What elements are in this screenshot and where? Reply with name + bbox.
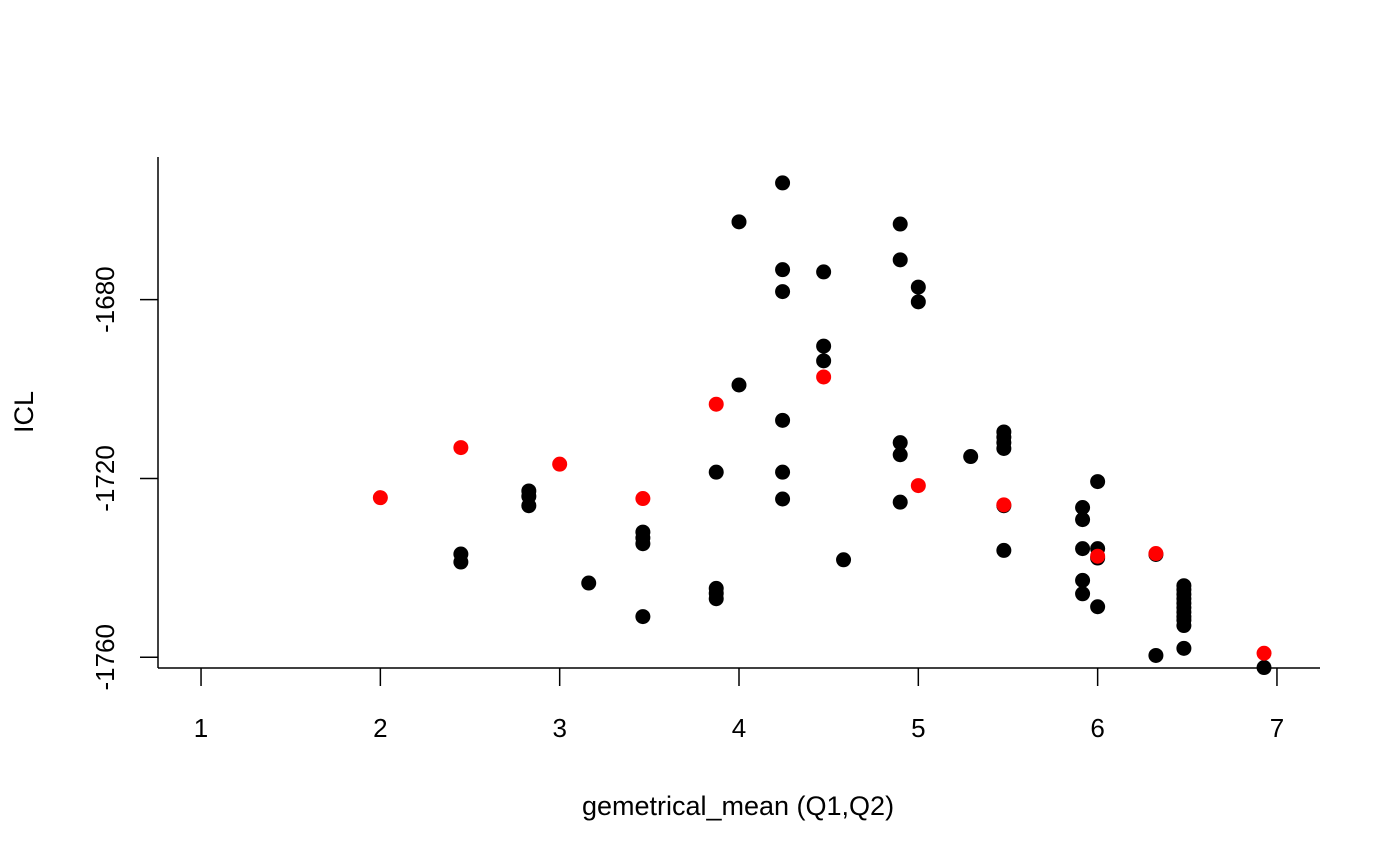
data-point-black [963, 449, 979, 465]
data-point-red [453, 440, 469, 456]
data-point-black [635, 536, 651, 552]
data-point-black [731, 214, 747, 230]
data-point-black [581, 575, 597, 591]
data-point-black [521, 498, 537, 514]
data-point-red [372, 490, 388, 506]
data-point-black [775, 284, 791, 300]
x-tick-label: 5 [911, 713, 925, 743]
data-point-black [1090, 474, 1106, 490]
data-point-black [731, 377, 747, 393]
data-point-black [1075, 572, 1091, 588]
data-point-black [836, 552, 852, 568]
data-point-black [708, 464, 724, 480]
data-point-black [775, 464, 791, 480]
data-point-black [996, 542, 1012, 558]
data-point-black [1075, 512, 1091, 528]
x-tick-label: 7 [1270, 713, 1284, 743]
data-point-black [816, 338, 832, 354]
data-point-red [1148, 546, 1164, 562]
data-point-black [816, 353, 832, 369]
data-point-red [708, 396, 724, 412]
data-point-red [1090, 548, 1106, 564]
points-layer [372, 175, 1272, 676]
data-point-black [1176, 640, 1192, 656]
x-tick-label: 2 [373, 713, 387, 743]
data-point-black [775, 262, 791, 278]
data-point-black [775, 491, 791, 507]
y-axis-title: ICL [9, 391, 39, 433]
data-point-black [453, 554, 469, 570]
data-point-black [910, 294, 926, 310]
data-point-red [816, 369, 832, 385]
data-point-black [1075, 541, 1091, 557]
x-axis-title: gemetrical_mean (Q1,Q2) [582, 791, 894, 821]
x-tick-label: 3 [552, 713, 566, 743]
data-point-black [1148, 647, 1164, 663]
data-point-black [892, 494, 908, 510]
data-point-red [910, 478, 926, 494]
y-tick-label: -1760 [90, 624, 120, 691]
data-point-black [816, 264, 832, 280]
data-point-red [635, 491, 651, 507]
data-point-black [775, 412, 791, 428]
data-point-red [1256, 645, 1272, 661]
data-point-black [1090, 599, 1106, 615]
data-point-black [892, 252, 908, 268]
data-point-red [552, 456, 568, 472]
x-axis-ticks: 1 2 3 4 5 6 7 [194, 668, 1284, 743]
data-point-black [996, 440, 1012, 456]
y-tick-label: -1720 [90, 445, 120, 512]
data-point-red [996, 497, 1012, 513]
data-point-black [1075, 586, 1091, 602]
data-point-black [1075, 500, 1091, 516]
data-point-black [635, 609, 651, 625]
x-tick-label: 6 [1090, 713, 1104, 743]
y-axis-ticks: -1760 -1720 -1680 [90, 266, 158, 691]
data-point-black [708, 591, 724, 607]
data-point-black [892, 435, 908, 451]
y-tick-label: -1680 [90, 266, 120, 333]
x-tick-label: 1 [194, 713, 208, 743]
data-point-black [910, 279, 926, 295]
data-point-black [1176, 618, 1192, 634]
data-point-black [892, 447, 908, 463]
data-point-black [892, 216, 908, 232]
data-point-black [775, 175, 791, 191]
x-tick-label: 4 [732, 713, 746, 743]
